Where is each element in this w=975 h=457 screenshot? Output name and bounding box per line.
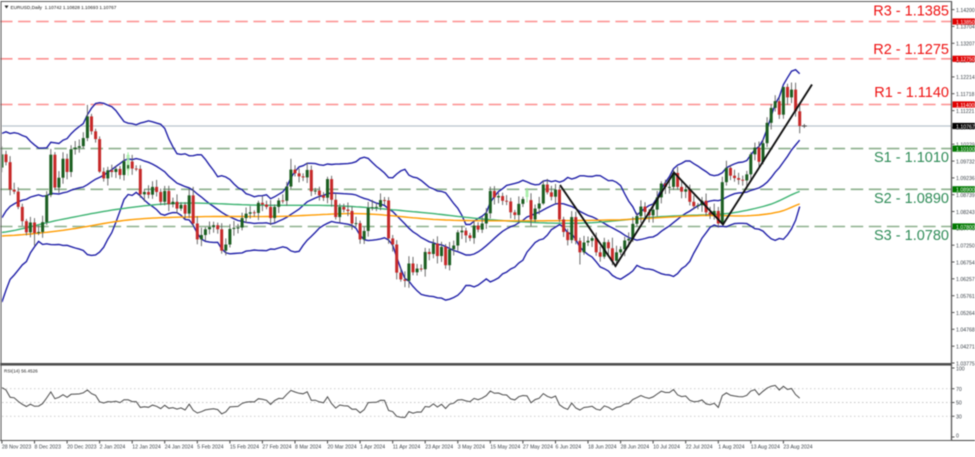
svg-text:10 Jul 2024: 10 Jul 2024 [653,445,680,451]
svg-text:20 Mar 2024: 20 Mar 2024 [328,445,357,451]
svg-text:S3 - 1.0780: S3 - 1.0780 [874,228,949,244]
svg-text:100: 100 [956,367,965,373]
svg-text:R2 - 1.1275: R2 - 1.1275 [873,42,949,58]
svg-text:23 Aug 2024: 23 Aug 2024 [783,445,812,451]
svg-text:18 Jun 2024: 18 Jun 2024 [588,445,617,451]
svg-text:1.11221: 1.11221 [956,109,974,115]
svg-text:3 May 2024: 3 May 2024 [458,445,485,451]
svg-text:1.08243: 1.08243 [956,210,975,216]
svg-text:1.09236: 1.09236 [956,176,975,182]
svg-text:28 Jun 2024: 28 Jun 2024 [621,445,650,451]
svg-text:8 Mar 2024: 8 Mar 2024 [295,445,321,451]
svg-text:1.08900: 1.08900 [956,188,975,194]
svg-text:S2 - 1.0890: S2 - 1.0890 [874,191,949,207]
svg-text:6 Jun 2024: 6 Jun 2024 [556,445,582,451]
svg-text:13 Aug 2024: 13 Aug 2024 [751,445,780,451]
svg-text:1.06754: 1.06754 [956,260,975,266]
svg-text:1.05264: 1.05264 [956,311,975,317]
svg-text:1 Apr 2024: 1 Apr 2024 [360,445,385,451]
svg-text:2 Jan 2024: 2 Jan 2024 [100,445,126,451]
svg-text:27 Feb 2024: 27 Feb 2024 [262,445,291,451]
svg-text:11 Apr 2024: 11 Apr 2024 [393,445,421,451]
svg-text:R1 - 1.1140: R1 - 1.1140 [874,85,949,101]
svg-text:1.11400: 1.11400 [956,103,974,109]
svg-text:1.04271: 1.04271 [956,345,975,351]
svg-text:1.09732: 1.09732 [956,159,975,165]
svg-text:12 Jan 2024: 12 Jan 2024 [132,445,161,451]
svg-text:15 Feb 2024: 15 Feb 2024 [230,445,259,451]
svg-text:50: 50 [956,401,962,407]
svg-text:1.12750: 1.12750 [956,57,975,63]
svg-text:1.12214: 1.12214 [956,75,975,81]
svg-text:1.07800: 1.07800 [956,225,975,231]
svg-text:1.10767: 1.10767 [956,124,975,130]
svg-text:EURUSD,Daily 1.10742 1.10828: EURUSD,Daily 1.10742 1.10828 1.10693 1.1… [11,5,117,10]
svg-text:30: 30 [956,415,962,421]
svg-text:1.10100: 1.10100 [956,147,975,153]
svg-text:20 Dec 2023: 20 Dec 2023 [67,445,97,451]
svg-text:1.05761: 1.05761 [956,294,975,300]
svg-text:RSI(14) 56.4526: RSI(14) 56.4526 [4,369,38,374]
svg-text:8 Dec 2023: 8 Dec 2023 [35,445,62,451]
svg-text:27 May 2024: 27 May 2024 [523,445,553,451]
svg-text:15 May 2024: 15 May 2024 [490,445,520,451]
svg-text:1.07250: 1.07250 [956,244,975,250]
svg-text:1 Aug 2024: 1 Aug 2024 [718,445,744,451]
svg-text:28 Nov 2023: 28 Nov 2023 [2,445,32,451]
svg-text:5 Feb 2024: 5 Feb 2024 [197,445,223,451]
svg-text:1.14200: 1.14200 [956,8,975,14]
svg-text:1.06257: 1.06257 [956,277,975,283]
svg-text:1.08739: 1.08739 [956,193,975,199]
svg-text:S1 - 1.1010: S1 - 1.1010 [874,150,949,166]
svg-text:70: 70 [956,387,962,393]
svg-text:23 Apr 2024: 23 Apr 2024 [425,445,453,451]
svg-text:22 Jul 2024: 22 Jul 2024 [686,445,713,451]
svg-text:1.11718: 1.11718 [956,92,974,98]
svg-text:R3 - 1.1385: R3 - 1.1385 [873,4,949,20]
svg-text:1.13207: 1.13207 [956,42,975,48]
svg-text:24 Jan 2024: 24 Jan 2024 [165,445,194,451]
svg-text:1.13850: 1.13850 [956,20,975,26]
svg-text:0: 0 [956,434,959,440]
svg-text:1.04768: 1.04768 [956,328,975,334]
